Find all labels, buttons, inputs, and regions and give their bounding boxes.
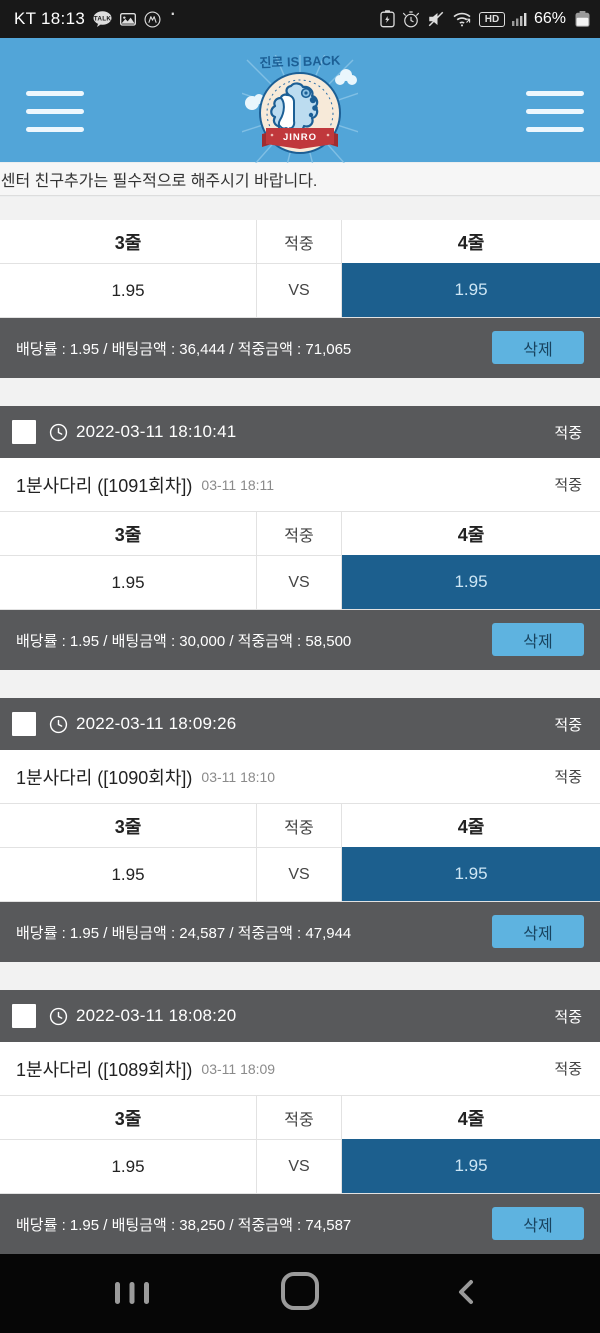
- svg-text:TALK: TALK: [94, 15, 112, 22]
- svg-text:JINRO: JINRO: [283, 132, 317, 143]
- svg-text:진로 IS BACK: 진로 IS BACK: [259, 55, 341, 70]
